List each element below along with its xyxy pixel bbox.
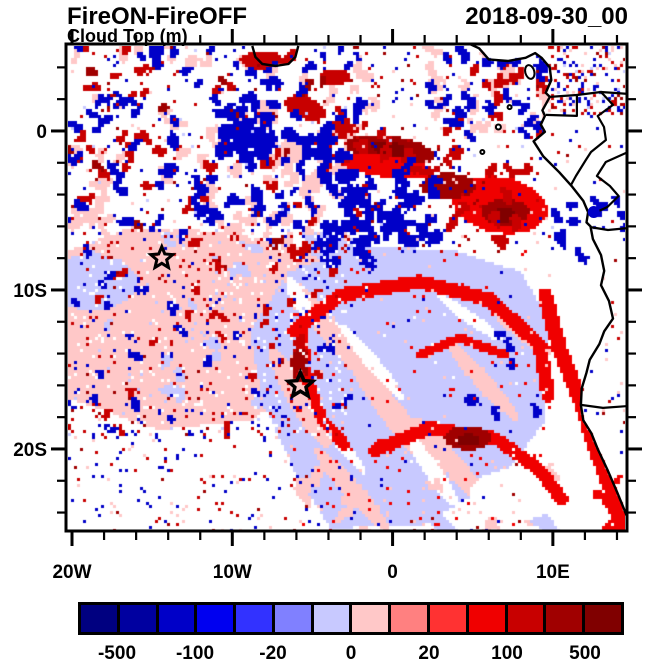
plot-title: FireON-FireOFF xyxy=(67,3,248,30)
map-field-canvas xyxy=(68,46,625,530)
colorbar-cell xyxy=(313,605,353,632)
colorbar xyxy=(78,602,624,635)
x-tick-label: 10W xyxy=(213,562,252,583)
colorbar-cell xyxy=(119,605,159,632)
island-outline xyxy=(494,123,502,131)
colorbar-cell xyxy=(352,605,392,632)
y-tick-label: 20S xyxy=(13,440,47,461)
country-border xyxy=(595,151,626,213)
colorbar-cell xyxy=(197,605,237,632)
colorbar-cell xyxy=(81,605,120,632)
colorbar-labels: -500 -100 -20 0 20 100 500 xyxy=(78,643,624,665)
island-outline xyxy=(506,104,513,111)
x-tick-label: 20W xyxy=(52,562,91,583)
fire-star-marker xyxy=(147,242,177,271)
contour-line xyxy=(251,45,300,68)
colorbar-label: -100 xyxy=(175,643,215,664)
country-border xyxy=(545,93,579,118)
colorbar-cell xyxy=(546,605,586,632)
colorbar-cell xyxy=(468,605,508,632)
island-outline xyxy=(479,148,486,155)
country-border xyxy=(589,225,626,232)
colorbar-label: -20 xyxy=(259,643,287,664)
plot-date: 2018-09-30_00 xyxy=(465,3,628,30)
plot-border xyxy=(64,42,629,533)
plot-subtitle: Cloud Top (m) xyxy=(67,26,188,46)
colorbar-cell xyxy=(585,605,621,632)
colorbar-cell xyxy=(507,605,547,632)
colorbar-label: 100 xyxy=(491,643,523,664)
colorbar-cell xyxy=(274,605,314,632)
axis-ticks xyxy=(51,29,642,546)
country-border xyxy=(570,91,615,186)
y-tick-label: 10S xyxy=(13,281,47,302)
map-geo-layer xyxy=(147,45,626,518)
coastline xyxy=(469,45,626,518)
y-tick-label: 0 xyxy=(36,122,47,143)
colorbar-label: 20 xyxy=(418,643,440,664)
x-tick-label: 0 xyxy=(387,562,398,583)
colorbar-label: 500 xyxy=(569,643,601,664)
country-border xyxy=(580,403,626,409)
x-tick-label: 10E xyxy=(536,562,570,583)
colorbar-cell xyxy=(430,605,469,632)
site-dot-marker xyxy=(587,206,600,219)
fire-star-marker xyxy=(283,367,318,400)
colorbar-label: -500 xyxy=(97,643,137,664)
island-outline xyxy=(524,64,536,80)
colorbar-cell xyxy=(391,605,431,632)
colorbar-label: 0 xyxy=(345,643,357,664)
colorbar-cell xyxy=(158,605,198,632)
colorbar-cell xyxy=(236,605,275,632)
